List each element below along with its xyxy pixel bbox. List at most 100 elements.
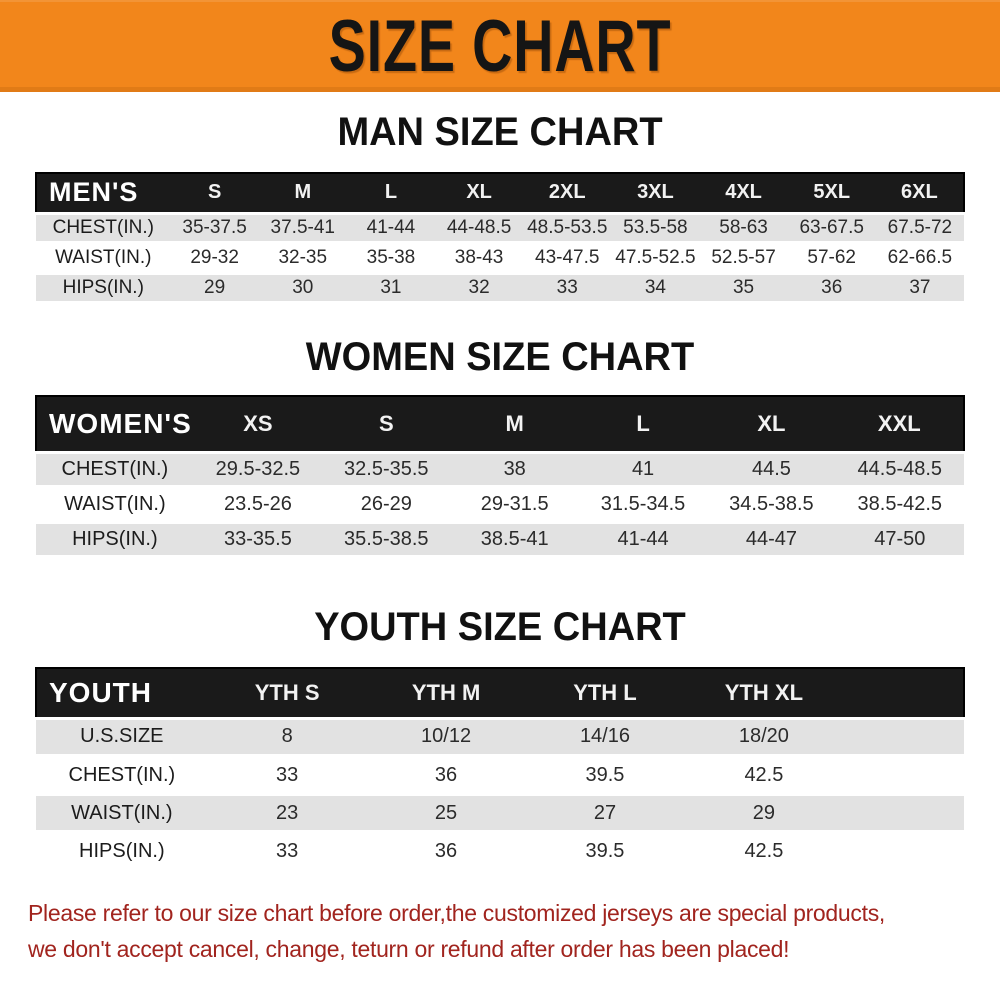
measurement-value: 62-66.5 xyxy=(875,243,964,275)
measurement-value: 39.5 xyxy=(525,756,685,796)
measurement-row: CHEST(IN.) 29.5-32.5 32.5-35.5 38 41 44.5 44.5… xyxy=(36,450,964,489)
size-column-header: 5XL xyxy=(787,172,876,214)
measurement-value: 47.5-52.5 xyxy=(611,243,700,275)
women-size-section: WOMEN SIZE CHART WOMEN'S XS S M L XL XXL CHEST(… xyxy=(0,335,1000,559)
measurement-value: 41-44 xyxy=(578,522,708,559)
measurement-row: WAIST(IN.) 23.5-26 26-29 29-31.5 31.5-34.5 34… xyxy=(36,487,964,524)
measurement-value: 67.5-72 xyxy=(875,211,964,245)
man-size-table: MEN'S S M L XL 2XL 3XL 4XL 5XL 6XL CHEST(IN.) 35-37… xyxy=(35,172,966,305)
size-column-header: 2XL xyxy=(523,172,612,214)
measurement-value: 36 xyxy=(366,756,526,796)
women-section-title: WOMEN SIZE CHART xyxy=(305,335,695,379)
measurement-value: 58-63 xyxy=(699,211,788,245)
group-label: MEN'S xyxy=(35,172,171,214)
measurement-value: 30 xyxy=(258,273,347,305)
size-column-header: M xyxy=(450,395,579,453)
group-label: WOMEN'S xyxy=(35,395,194,453)
size-column-header: XL xyxy=(435,172,524,214)
size-column-header: 6XL xyxy=(875,172,966,214)
measurement-value: 38-43 xyxy=(435,243,524,275)
measurement-label: U.S.SIZE xyxy=(36,716,208,758)
size-header-row: YOUTH YTH S YTH M YTH L YTH XL xyxy=(35,667,965,719)
row-spacer xyxy=(843,716,964,758)
measurement-value: 8 xyxy=(207,716,367,758)
size-column-header: 3XL xyxy=(611,172,700,214)
measurement-value: 29-32 xyxy=(170,243,259,275)
measurement-value: 44.5-48.5 xyxy=(835,450,964,489)
size-column-header: YTH XL xyxy=(684,667,844,719)
youth-size-section: YOUTH SIZE CHART YOUTH YTH S YTH M YTH L YTH… xyxy=(0,605,1000,872)
measurement-row: WAIST(IN.) 29-32 32-35 35-38 38-43 43-47.5 47.… xyxy=(36,243,964,275)
size-column-header: YTH L xyxy=(525,667,685,719)
measurement-value: 53.5-58 xyxy=(611,211,700,245)
measurement-row: HIPS(IN.) 29 30 31 32 33 34 35 36 37 xyxy=(36,273,964,305)
measurement-value: 44.5 xyxy=(707,450,836,489)
measurement-value: 38 xyxy=(450,450,579,489)
measurement-value: 32 xyxy=(435,273,524,305)
measurement-value: 63-67.5 xyxy=(787,211,876,245)
man-size-section: MAN SIZE CHART MEN'S S M L XL 2XL 3XL 4XL 5XL 6XL… xyxy=(0,110,1000,305)
row-spacer xyxy=(843,794,964,834)
measurement-value: 18/20 xyxy=(684,716,844,758)
measurement-label: WAIST(IN.) xyxy=(36,243,171,275)
measurement-row: CHEST(IN.) 35-37.5 37.5-41 41-44 44-48.5 48.5… xyxy=(36,211,964,245)
size-column-header: XS xyxy=(193,395,323,453)
size-column-header: L xyxy=(578,395,708,453)
measurement-value: 26-29 xyxy=(322,487,451,524)
measurement-value: 31 xyxy=(346,273,436,305)
measurement-value: 36 xyxy=(366,832,526,872)
group-label: YOUTH xyxy=(35,667,208,719)
measurement-value: 29 xyxy=(170,273,259,305)
measurement-value: 48.5-53.5 xyxy=(523,211,612,245)
measurement-row: HIPS(IN.) 33 36 39.5 42.5 xyxy=(36,832,964,872)
measurement-label: HIPS(IN.) xyxy=(36,522,194,559)
size-header-row: MEN'S S M L XL 2XL 3XL 4XL 5XL 6XL xyxy=(35,172,966,214)
size-column-header: L xyxy=(346,172,436,214)
measurement-value: 10/12 xyxy=(366,716,526,758)
row-spacer xyxy=(843,832,964,872)
measurement-label: HIPS(IN.) xyxy=(36,832,208,872)
measurement-value: 29.5-32.5 xyxy=(193,450,323,489)
youth-section-title: YOUTH SIZE CHART xyxy=(314,605,686,649)
measurement-label: HIPS(IN.) xyxy=(36,273,171,305)
size-column-header: M xyxy=(258,172,347,214)
measurement-value: 44-47 xyxy=(707,522,836,559)
measurement-value: 32-35 xyxy=(258,243,347,275)
row-spacer xyxy=(843,756,964,796)
measurement-row: WAIST(IN.) 23 25 27 29 xyxy=(36,794,964,834)
order-disclaimer: Please refer to our size chart before or… xyxy=(28,896,1000,967)
measurement-value: 25 xyxy=(366,794,526,834)
size-column-header: XXL xyxy=(835,395,966,453)
measurement-value: 33 xyxy=(207,832,367,872)
measurement-value: 31.5-34.5 xyxy=(578,487,708,524)
measurement-value: 39.5 xyxy=(525,832,685,872)
measurement-label: CHEST(IN.) xyxy=(36,756,208,796)
banner: SIZE CHART xyxy=(0,0,1000,92)
measurement-label: CHEST(IN.) xyxy=(36,211,171,245)
measurement-value: 37 xyxy=(875,273,964,305)
measurement-value: 27 xyxy=(525,794,685,834)
measurement-value: 38.5-42.5 xyxy=(835,487,964,524)
measurement-value: 32.5-35.5 xyxy=(322,450,451,489)
women-size-table: WOMEN'S XS S M L XL XXL CHEST(IN.) 29.5-32.5 32.5… xyxy=(35,395,966,559)
size-header-row: WOMEN'S XS S M L XL XXL xyxy=(35,395,966,453)
measurement-value: 47-50 xyxy=(835,522,964,559)
header-spacer xyxy=(843,667,965,719)
page-title: SIZE CHART xyxy=(328,4,672,88)
measurement-label: CHEST(IN.) xyxy=(36,450,194,489)
man-section-title: MAN SIZE CHART xyxy=(337,110,663,154)
measurement-value: 34.5-38.5 xyxy=(707,487,836,524)
measurement-value: 38.5-41 xyxy=(450,522,579,559)
measurement-value: 14/16 xyxy=(525,716,685,758)
measurement-value: 41-44 xyxy=(346,211,436,245)
disclaimer-line-1: Please refer to our size chart before or… xyxy=(28,900,885,926)
measurement-value: 44-48.5 xyxy=(435,211,524,245)
measurement-value: 33 xyxy=(523,273,612,305)
size-column-header: S xyxy=(322,395,451,453)
measurement-value: 42.5 xyxy=(684,756,844,796)
size-column-header: S xyxy=(170,172,259,214)
measurement-value: 43-47.5 xyxy=(523,243,612,275)
measurement-value: 41 xyxy=(578,450,708,489)
measurement-row: U.S.SIZE 8 10/12 14/16 18/20 xyxy=(36,716,964,758)
measurement-value: 29 xyxy=(684,794,844,834)
